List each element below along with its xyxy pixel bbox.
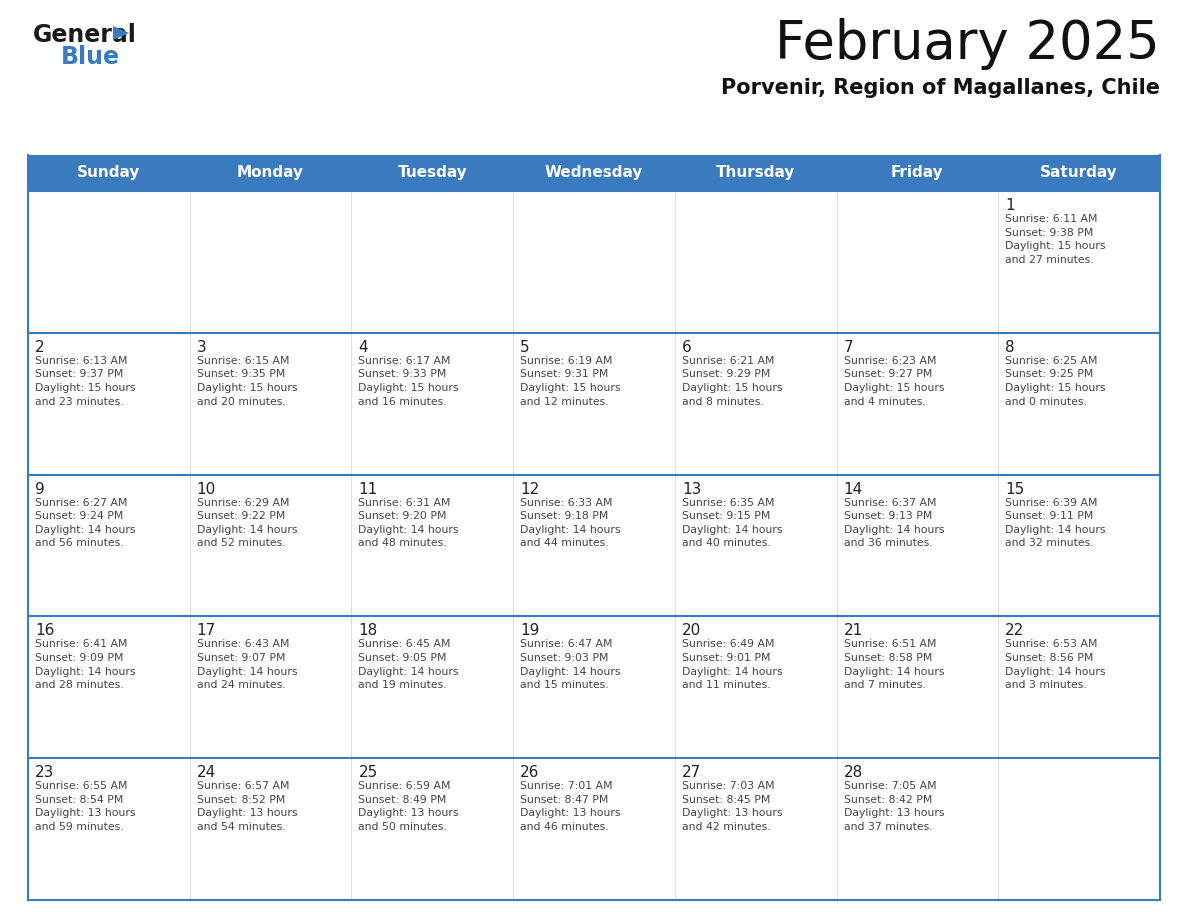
Text: 14: 14 xyxy=(843,482,862,497)
Text: Sunrise: 6:21 AM
Sunset: 9:29 PM
Daylight: 15 hours
and 8 minutes.: Sunrise: 6:21 AM Sunset: 9:29 PM Dayligh… xyxy=(682,356,783,407)
Text: Sunrise: 6:11 AM
Sunset: 9:38 PM
Daylight: 15 hours
and 27 minutes.: Sunrise: 6:11 AM Sunset: 9:38 PM Dayligh… xyxy=(1005,214,1106,264)
Text: Monday: Monday xyxy=(238,165,304,181)
Text: 5: 5 xyxy=(520,340,530,354)
Text: Sunrise: 7:01 AM
Sunset: 8:47 PM
Daylight: 13 hours
and 46 minutes.: Sunrise: 7:01 AM Sunset: 8:47 PM Dayligh… xyxy=(520,781,620,832)
Text: 25: 25 xyxy=(359,766,378,780)
Text: Sunrise: 6:55 AM
Sunset: 8:54 PM
Daylight: 13 hours
and 59 minutes.: Sunrise: 6:55 AM Sunset: 8:54 PM Dayligh… xyxy=(34,781,135,832)
Bar xyxy=(29,616,1159,758)
Bar xyxy=(29,155,1159,191)
Text: February 2025: February 2025 xyxy=(776,18,1159,70)
Text: 8: 8 xyxy=(1005,340,1015,354)
Bar xyxy=(29,191,1159,333)
Text: 10: 10 xyxy=(197,482,216,497)
Text: 15: 15 xyxy=(1005,482,1024,497)
Text: 28: 28 xyxy=(843,766,862,780)
Text: Sunrise: 6:17 AM
Sunset: 9:33 PM
Daylight: 15 hours
and 16 minutes.: Sunrise: 6:17 AM Sunset: 9:33 PM Dayligh… xyxy=(359,356,459,407)
Text: Sunrise: 7:05 AM
Sunset: 8:42 PM
Daylight: 13 hours
and 37 minutes.: Sunrise: 7:05 AM Sunset: 8:42 PM Dayligh… xyxy=(843,781,944,832)
Bar xyxy=(29,475,1159,616)
Text: 19: 19 xyxy=(520,623,539,638)
Bar xyxy=(29,758,1159,900)
Text: Sunrise: 6:33 AM
Sunset: 9:18 PM
Daylight: 14 hours
and 44 minutes.: Sunrise: 6:33 AM Sunset: 9:18 PM Dayligh… xyxy=(520,498,620,548)
Text: Sunrise: 6:25 AM
Sunset: 9:25 PM
Daylight: 15 hours
and 0 minutes.: Sunrise: 6:25 AM Sunset: 9:25 PM Dayligh… xyxy=(1005,356,1106,407)
Text: Sunrise: 6:23 AM
Sunset: 9:27 PM
Daylight: 15 hours
and 4 minutes.: Sunrise: 6:23 AM Sunset: 9:27 PM Dayligh… xyxy=(843,356,944,407)
Text: 21: 21 xyxy=(843,623,862,638)
Text: Sunrise: 6:59 AM
Sunset: 8:49 PM
Daylight: 13 hours
and 50 minutes.: Sunrise: 6:59 AM Sunset: 8:49 PM Dayligh… xyxy=(359,781,459,832)
Text: Wednesday: Wednesday xyxy=(545,165,643,181)
Text: Blue: Blue xyxy=(61,45,120,69)
Text: Sunrise: 6:29 AM
Sunset: 9:22 PM
Daylight: 14 hours
and 52 minutes.: Sunrise: 6:29 AM Sunset: 9:22 PM Dayligh… xyxy=(197,498,297,548)
Text: Sunrise: 6:27 AM
Sunset: 9:24 PM
Daylight: 14 hours
and 56 minutes.: Sunrise: 6:27 AM Sunset: 9:24 PM Dayligh… xyxy=(34,498,135,548)
Text: Sunrise: 6:43 AM
Sunset: 9:07 PM
Daylight: 14 hours
and 24 minutes.: Sunrise: 6:43 AM Sunset: 9:07 PM Dayligh… xyxy=(197,640,297,690)
Text: Porvenir, Region of Magallanes, Chile: Porvenir, Region of Magallanes, Chile xyxy=(721,78,1159,98)
Text: 1: 1 xyxy=(1005,198,1015,213)
Text: Sunrise: 6:15 AM
Sunset: 9:35 PM
Daylight: 15 hours
and 20 minutes.: Sunrise: 6:15 AM Sunset: 9:35 PM Dayligh… xyxy=(197,356,297,407)
Text: General: General xyxy=(33,23,137,47)
Text: Sunrise: 6:45 AM
Sunset: 9:05 PM
Daylight: 14 hours
and 19 minutes.: Sunrise: 6:45 AM Sunset: 9:05 PM Dayligh… xyxy=(359,640,459,690)
Text: Sunrise: 6:37 AM
Sunset: 9:13 PM
Daylight: 14 hours
and 36 minutes.: Sunrise: 6:37 AM Sunset: 9:13 PM Dayligh… xyxy=(843,498,944,548)
Text: 6: 6 xyxy=(682,340,691,354)
Text: 3: 3 xyxy=(197,340,207,354)
Text: 23: 23 xyxy=(34,766,55,780)
Text: 18: 18 xyxy=(359,623,378,638)
Text: 26: 26 xyxy=(520,766,539,780)
Text: 12: 12 xyxy=(520,482,539,497)
Text: Sunrise: 6:35 AM
Sunset: 9:15 PM
Daylight: 14 hours
and 40 minutes.: Sunrise: 6:35 AM Sunset: 9:15 PM Dayligh… xyxy=(682,498,783,548)
Bar xyxy=(29,333,1159,475)
Polygon shape xyxy=(113,26,129,40)
Text: Sunrise: 7:03 AM
Sunset: 8:45 PM
Daylight: 13 hours
and 42 minutes.: Sunrise: 7:03 AM Sunset: 8:45 PM Dayligh… xyxy=(682,781,783,832)
Text: Sunrise: 6:47 AM
Sunset: 9:03 PM
Daylight: 14 hours
and 15 minutes.: Sunrise: 6:47 AM Sunset: 9:03 PM Dayligh… xyxy=(520,640,620,690)
Text: 24: 24 xyxy=(197,766,216,780)
Text: Sunday: Sunday xyxy=(77,165,140,181)
Text: Tuesday: Tuesday xyxy=(398,165,467,181)
Text: Saturday: Saturday xyxy=(1041,165,1118,181)
Text: Sunrise: 6:31 AM
Sunset: 9:20 PM
Daylight: 14 hours
and 48 minutes.: Sunrise: 6:31 AM Sunset: 9:20 PM Dayligh… xyxy=(359,498,459,548)
Text: Sunrise: 6:53 AM
Sunset: 8:56 PM
Daylight: 14 hours
and 3 minutes.: Sunrise: 6:53 AM Sunset: 8:56 PM Dayligh… xyxy=(1005,640,1106,690)
Text: 13: 13 xyxy=(682,482,701,497)
Text: 9: 9 xyxy=(34,482,45,497)
Text: 4: 4 xyxy=(359,340,368,354)
Text: Friday: Friday xyxy=(891,165,943,181)
Text: Sunrise: 6:39 AM
Sunset: 9:11 PM
Daylight: 14 hours
and 32 minutes.: Sunrise: 6:39 AM Sunset: 9:11 PM Dayligh… xyxy=(1005,498,1106,548)
Text: 16: 16 xyxy=(34,623,55,638)
Text: 11: 11 xyxy=(359,482,378,497)
Text: Sunrise: 6:19 AM
Sunset: 9:31 PM
Daylight: 15 hours
and 12 minutes.: Sunrise: 6:19 AM Sunset: 9:31 PM Dayligh… xyxy=(520,356,620,407)
Text: Sunrise: 6:49 AM
Sunset: 9:01 PM
Daylight: 14 hours
and 11 minutes.: Sunrise: 6:49 AM Sunset: 9:01 PM Dayligh… xyxy=(682,640,783,690)
Text: Sunrise: 6:51 AM
Sunset: 8:58 PM
Daylight: 14 hours
and 7 minutes.: Sunrise: 6:51 AM Sunset: 8:58 PM Dayligh… xyxy=(843,640,944,690)
Text: 27: 27 xyxy=(682,766,701,780)
Text: 22: 22 xyxy=(1005,623,1024,638)
Text: 2: 2 xyxy=(34,340,45,354)
Text: 20: 20 xyxy=(682,623,701,638)
Text: 7: 7 xyxy=(843,340,853,354)
Text: Sunrise: 6:41 AM
Sunset: 9:09 PM
Daylight: 14 hours
and 28 minutes.: Sunrise: 6:41 AM Sunset: 9:09 PM Dayligh… xyxy=(34,640,135,690)
Text: Thursday: Thursday xyxy=(716,165,796,181)
Text: 17: 17 xyxy=(197,623,216,638)
Text: Sunrise: 6:57 AM
Sunset: 8:52 PM
Daylight: 13 hours
and 54 minutes.: Sunrise: 6:57 AM Sunset: 8:52 PM Dayligh… xyxy=(197,781,297,832)
Text: Sunrise: 6:13 AM
Sunset: 9:37 PM
Daylight: 15 hours
and 23 minutes.: Sunrise: 6:13 AM Sunset: 9:37 PM Dayligh… xyxy=(34,356,135,407)
